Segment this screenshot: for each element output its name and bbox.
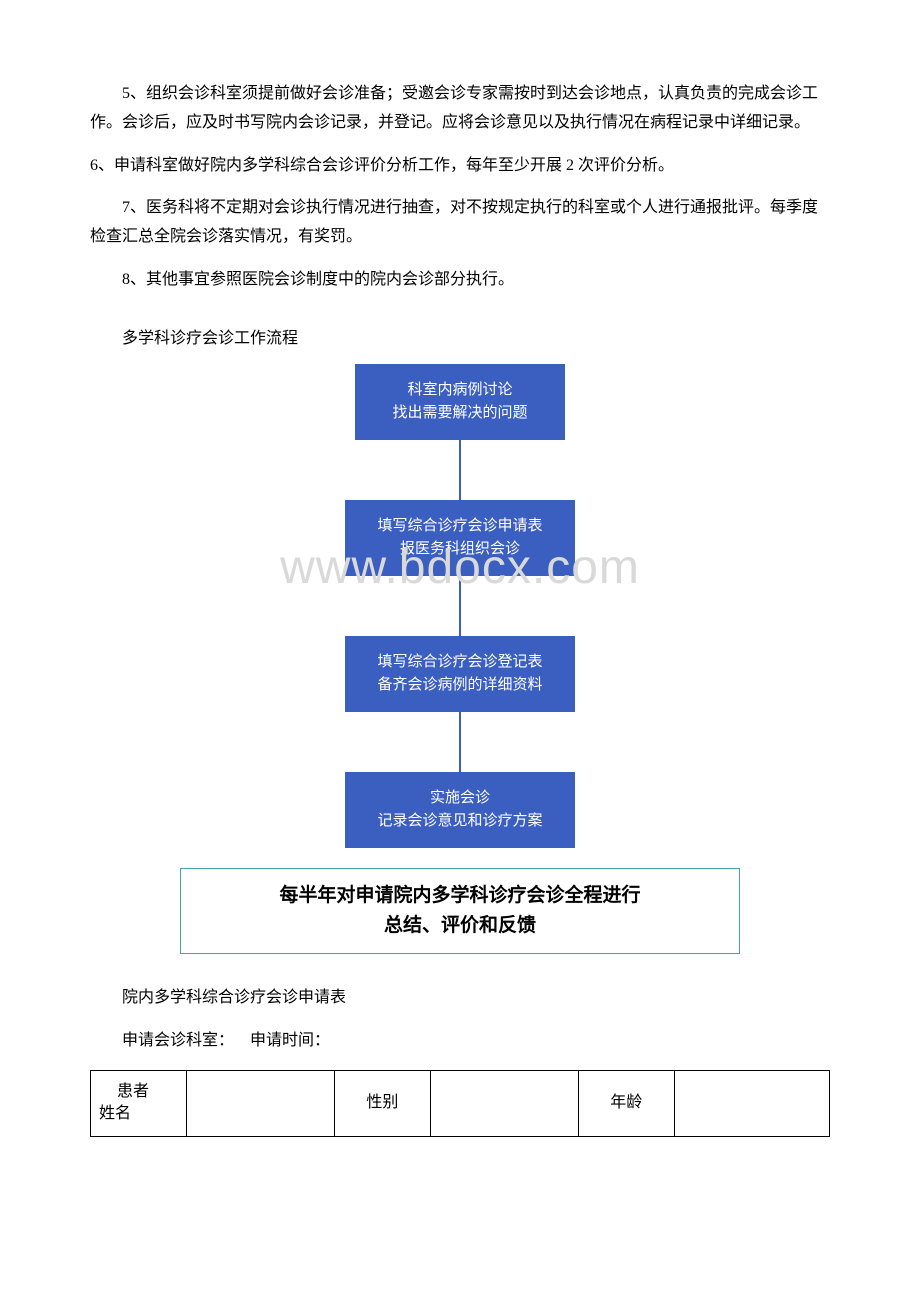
paragraph-7: 7、医务科将不定期对会诊执行情况进行抽查，对不按规定执行的科室或个人进行通报批评… <box>90 194 830 252</box>
flow-node-2-line1: 填写综合诊疗会诊申请表 <box>377 515 542 538</box>
table-row: 患者 姓名 性别 年龄 <box>91 1070 830 1136</box>
paragraph-8: 8、其他事宜参照医院会诊制度中的院内会诊部分执行。 <box>90 266 830 295</box>
summary-line1: 每半年对申请院内多学科诊疗会诊全程进行 <box>201 881 719 911</box>
flow-node-1: 科室内病例讨论 找出需要解决的问题 <box>355 364 565 440</box>
label-patient-name: 患者 姓名 <box>91 1070 187 1136</box>
flow-node-1-line1: 科室内病例讨论 <box>407 379 512 402</box>
flow-node-3-line2: 备齐会诊病例的详细资料 <box>377 674 542 697</box>
flow-connector <box>459 440 461 500</box>
flow-node-2-line2: 报医务科组织会诊 <box>400 538 520 561</box>
paragraph-6: 6、申请科室做好院内多学科综合会诊评价分析工作，每年至少开展 2 次评价分析。 <box>90 152 830 181</box>
label-patient-name-l2: 姓名 <box>99 1103 178 1125</box>
summary-box: 每半年对申请院内多学科诊疗会诊全程进行 总结、评价和反馈 <box>180 868 740 955</box>
watermark-region: 填写综合诊疗会诊申请表 报医务科组织会诊 www.bdocx.com <box>345 500 575 636</box>
flow-connector <box>459 576 461 636</box>
form-title: 院内多学科综合诊疗会诊申请表 <box>90 984 830 1013</box>
value-patient-name <box>187 1070 335 1136</box>
label-gender: 性别 <box>334 1070 430 1136</box>
flow-node-4-line2: 记录会诊意见和诊疗方案 <box>377 810 542 833</box>
flowchart: 科室内病例讨论 找出需要解决的问题 填写综合诊疗会诊申请表 报医务科组织会诊 w… <box>90 364 830 848</box>
flow-node-4: 实施会诊 记录会诊意见和诊疗方案 <box>345 772 575 848</box>
form-subtitle: 申请会诊科室： 申请时间： <box>90 1027 830 1056</box>
flow-node-3: 填写综合诊疗会诊登记表 备齐会诊病例的详细资料 <box>345 636 575 712</box>
paragraph-5: 5、组织会诊科室须提前做好会诊准备；受邀会诊专家需按时到达会诊地点，认真负责的完… <box>90 80 830 138</box>
flow-node-2: 填写综合诊疗会诊申请表 报医务科组织会诊 <box>345 500 575 576</box>
application-form-table: 患者 姓名 性别 年龄 <box>90 1070 830 1137</box>
flow-node-1-line2: 找出需要解决的问题 <box>392 402 527 425</box>
flow-node-3-line1: 填写综合诊疗会诊登记表 <box>377 651 542 674</box>
flowchart-title: 多学科诊疗会诊工作流程 <box>90 325 830 354</box>
summary-line2: 总结、评价和反馈 <box>201 911 719 941</box>
flow-connector <box>459 712 461 772</box>
flow-node-4-line1: 实施会诊 <box>430 787 490 810</box>
value-gender <box>430 1070 578 1136</box>
label-age: 年龄 <box>578 1070 674 1136</box>
label-patient-name-l1: 患者 <box>99 1081 178 1103</box>
value-age <box>674 1070 829 1136</box>
